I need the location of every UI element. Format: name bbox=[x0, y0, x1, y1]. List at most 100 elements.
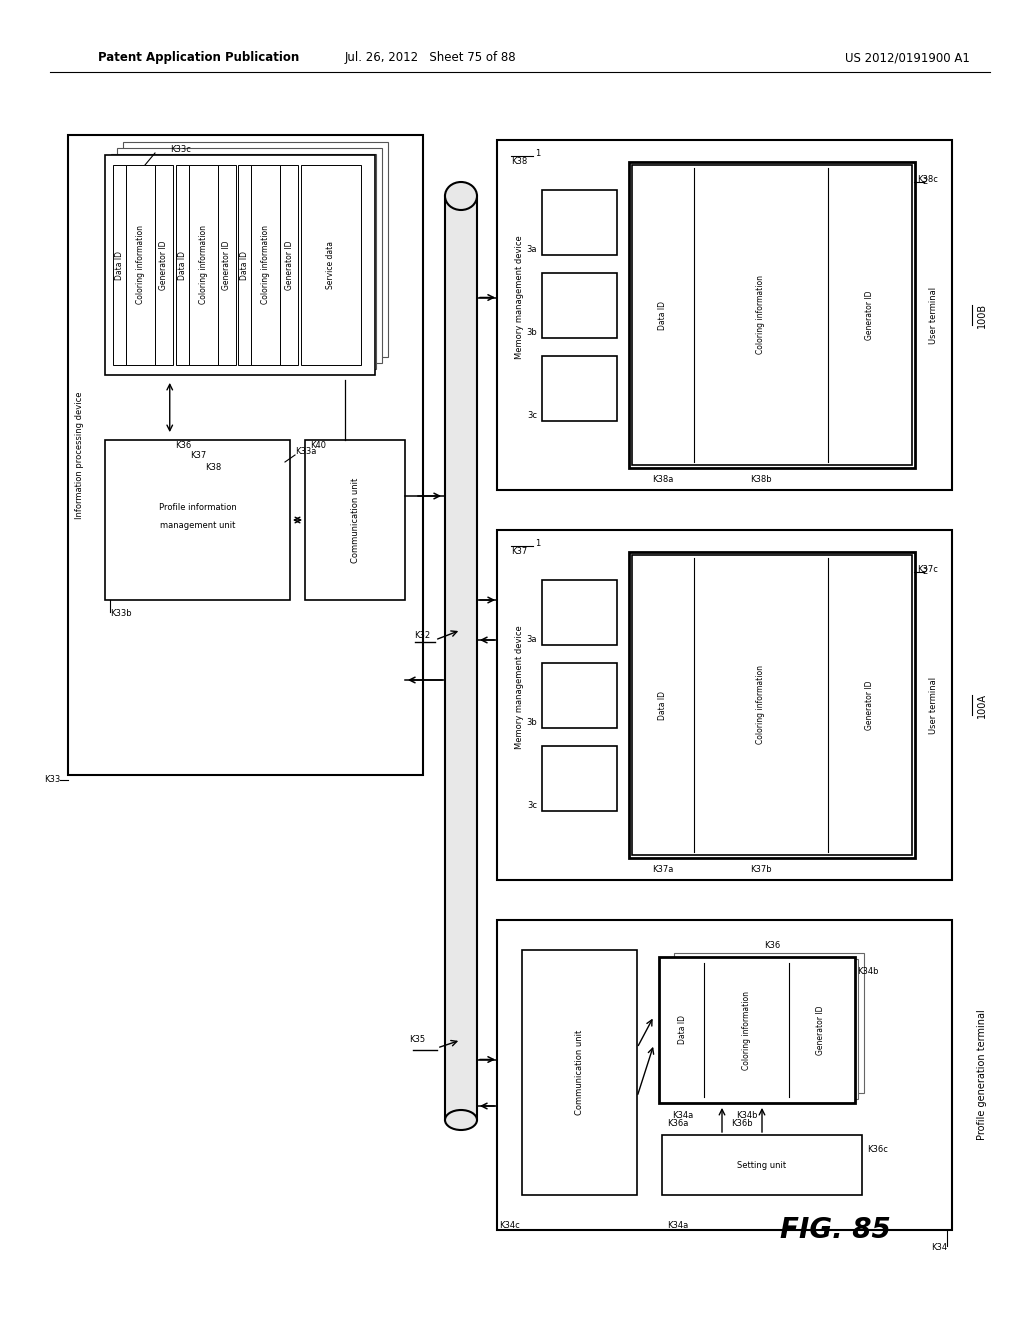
Text: K36c: K36c bbox=[867, 1146, 888, 1155]
Text: 2: 2 bbox=[922, 568, 928, 577]
Ellipse shape bbox=[445, 1110, 477, 1130]
Bar bbox=[632, 165, 912, 465]
Text: Communication unit: Communication unit bbox=[350, 478, 359, 562]
Text: K36b: K36b bbox=[731, 1118, 753, 1127]
Text: K37b: K37b bbox=[750, 865, 772, 874]
Bar bbox=[542, 663, 617, 727]
Text: K34a: K34a bbox=[673, 1111, 693, 1121]
Text: K34b: K34b bbox=[857, 968, 879, 977]
Text: Memory management device: Memory management device bbox=[514, 236, 523, 359]
Text: Service data: Service data bbox=[326, 242, 335, 289]
Bar bbox=[674, 953, 864, 1093]
Bar bbox=[497, 920, 952, 1230]
Text: K32: K32 bbox=[414, 631, 430, 639]
Bar bbox=[300, 165, 360, 366]
Text: K33a: K33a bbox=[295, 447, 316, 457]
Bar bbox=[542, 579, 617, 644]
Text: K38a: K38a bbox=[652, 474, 674, 483]
Bar bbox=[542, 355, 617, 421]
Bar bbox=[522, 950, 637, 1195]
Bar bbox=[238, 165, 251, 366]
Bar bbox=[105, 440, 290, 601]
Text: K37c: K37c bbox=[918, 565, 938, 574]
Bar bbox=[123, 143, 388, 356]
Text: Coloring information: Coloring information bbox=[261, 226, 270, 305]
Text: Generator ID: Generator ID bbox=[222, 240, 231, 290]
Text: K34: K34 bbox=[931, 1243, 947, 1253]
Text: K37: K37 bbox=[189, 450, 206, 459]
Bar bbox=[445, 195, 477, 1119]
Bar bbox=[629, 552, 915, 858]
Text: K34a: K34a bbox=[667, 1221, 688, 1229]
Text: Patent Application Publication: Patent Application Publication bbox=[98, 51, 299, 65]
Text: Data ID: Data ID bbox=[240, 251, 249, 280]
Bar bbox=[662, 960, 852, 1100]
Text: 2: 2 bbox=[922, 177, 928, 186]
Text: Communication unit: Communication unit bbox=[575, 1030, 584, 1115]
Text: Profile information: Profile information bbox=[159, 503, 237, 512]
Text: 1: 1 bbox=[535, 149, 541, 158]
Bar bbox=[542, 272, 617, 338]
Text: Data ID: Data ID bbox=[177, 251, 186, 280]
Bar bbox=[217, 165, 236, 366]
Text: Data ID: Data ID bbox=[115, 251, 124, 280]
Text: K36a: K36a bbox=[667, 1118, 688, 1127]
Bar bbox=[497, 531, 952, 880]
Text: K38: K38 bbox=[511, 157, 527, 166]
Bar bbox=[632, 554, 912, 855]
Text: K33b: K33b bbox=[110, 610, 132, 619]
Text: US 2012/0191900 A1: US 2012/0191900 A1 bbox=[845, 51, 970, 65]
Text: Profile generation terminal: Profile generation terminal bbox=[977, 1010, 987, 1140]
Text: K38b: K38b bbox=[750, 474, 772, 483]
Text: Coloring information: Coloring information bbox=[136, 226, 145, 305]
Text: 100A: 100A bbox=[977, 693, 987, 718]
Text: Coloring information: Coloring information bbox=[757, 276, 765, 355]
Text: 3c: 3c bbox=[527, 411, 537, 420]
Text: K38c: K38c bbox=[918, 176, 938, 185]
Text: Generator ID: Generator ID bbox=[865, 290, 874, 339]
Text: K35: K35 bbox=[409, 1035, 425, 1044]
Bar bbox=[659, 957, 855, 1104]
Bar bbox=[175, 165, 188, 366]
Text: K40: K40 bbox=[310, 441, 326, 450]
Text: Generator ID: Generator ID bbox=[816, 1006, 825, 1055]
Text: K36: K36 bbox=[175, 441, 191, 450]
Text: 1: 1 bbox=[535, 540, 541, 549]
Text: Coloring information: Coloring information bbox=[757, 665, 765, 744]
Text: K33: K33 bbox=[44, 776, 60, 784]
Text: Generator ID: Generator ID bbox=[285, 240, 294, 290]
Text: 3c: 3c bbox=[527, 801, 537, 810]
Text: User terminal: User terminal bbox=[930, 286, 939, 343]
Text: Coloring information: Coloring information bbox=[199, 226, 208, 305]
Text: K37: K37 bbox=[511, 548, 527, 557]
Bar bbox=[662, 1135, 862, 1195]
Bar bbox=[111, 154, 376, 370]
Bar bbox=[113, 165, 126, 366]
Text: Setting unit: Setting unit bbox=[737, 1160, 786, 1170]
Bar bbox=[280, 165, 298, 366]
Text: 3b: 3b bbox=[526, 327, 537, 337]
Bar bbox=[251, 165, 280, 366]
Text: Jul. 26, 2012   Sheet 75 of 88: Jul. 26, 2012 Sheet 75 of 88 bbox=[344, 51, 516, 65]
Text: 3b: 3b bbox=[526, 718, 537, 727]
Bar bbox=[305, 440, 406, 601]
Text: management unit: management unit bbox=[160, 520, 236, 529]
Text: Information processing device: Information processing device bbox=[76, 391, 85, 519]
Bar bbox=[668, 960, 858, 1100]
Text: K36: K36 bbox=[764, 940, 780, 949]
Bar bbox=[155, 165, 173, 366]
Text: K33c: K33c bbox=[170, 145, 190, 154]
Text: 3a: 3a bbox=[526, 246, 537, 253]
Text: Memory management device: Memory management device bbox=[514, 626, 523, 750]
Bar bbox=[497, 140, 952, 490]
Text: Data ID: Data ID bbox=[678, 1015, 687, 1044]
Text: 100B: 100B bbox=[977, 302, 987, 327]
Bar bbox=[542, 746, 617, 810]
Text: K34b: K34b bbox=[736, 1111, 758, 1121]
Ellipse shape bbox=[445, 182, 477, 210]
Text: Generator ID: Generator ID bbox=[160, 240, 169, 290]
Bar bbox=[68, 135, 423, 775]
Text: Data ID: Data ID bbox=[658, 690, 668, 719]
Text: K37a: K37a bbox=[652, 865, 674, 874]
Text: User terminal: User terminal bbox=[930, 676, 939, 734]
